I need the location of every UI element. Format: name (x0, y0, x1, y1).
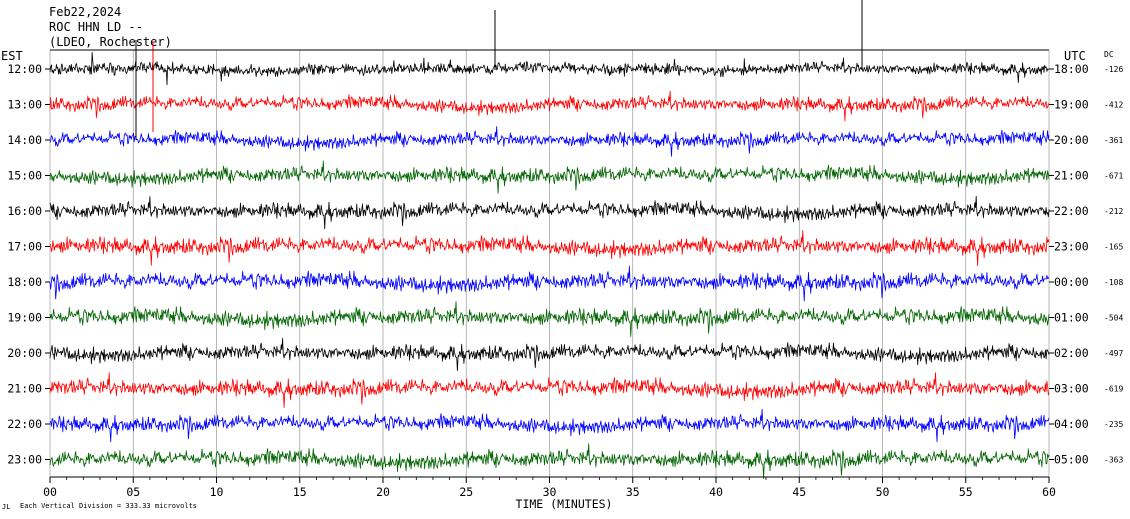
dc-offset-value: -619 (1104, 385, 1123, 394)
record-date: Feb22,2024 (49, 5, 121, 19)
x-tick-label-30: 30 (543, 485, 557, 499)
corner-mark: JL (2, 503, 10, 511)
utc-hour-label: 00:00 (1054, 275, 1089, 289)
est-hour-label: 16:00 (7, 204, 42, 218)
utc-hour-label: 23:00 (1054, 240, 1089, 254)
dc-offset-value: -165 (1104, 243, 1123, 252)
est-hour-label: 17:00 (7, 240, 42, 254)
x-tick-label-00: 00 (43, 485, 57, 499)
x-axis-ticks: 00 05 10 15 20 25 30 35 40 45 50 55 60 (43, 477, 1056, 499)
dc-offset-value: -504 (1104, 314, 1123, 323)
trace-1600 (49, 195, 1050, 230)
utc-hour-label: 01:00 (1054, 311, 1089, 325)
left-timezone-label: EST (1, 49, 23, 63)
dc-offset-value: -671 (1104, 172, 1123, 181)
est-hour-label: 13:00 (7, 98, 42, 112)
dc-offset-value: -108 (1104, 278, 1123, 287)
est-hour-label: 21:00 (7, 382, 42, 396)
utc-hour-labels: 18:00 19:00 20:00 21:00 22:00 23:00 00:00 01:00… (1049, 62, 1089, 467)
utc-hour-label: 18:00 (1054, 62, 1089, 76)
trace-2000 (49, 337, 1050, 372)
x-tick-label-50: 50 (876, 485, 890, 499)
scale-note: Each Vertical Division = 333.33 microvol… (20, 502, 197, 510)
station-code: ROC HHN LD -- (49, 20, 143, 34)
dc-offset-header: DC (1104, 50, 1114, 59)
trace-2300 (49, 443, 1050, 480)
utc-hour-label: 19:00 (1054, 98, 1089, 112)
trace-1800 (49, 265, 1050, 302)
est-hour-labels: 12:00 13:00 14:00 15:00 16:00 17:00 18:00 19:00… (7, 62, 50, 467)
dc-offset-value: -126 (1104, 65, 1123, 74)
utc-hour-label: 21:00 (1054, 169, 1089, 183)
trace-1900 (49, 301, 1050, 338)
utc-hour-label: 05:00 (1054, 453, 1089, 467)
network-name: (LDEO, Rochester) (49, 35, 172, 49)
trace-2200 (49, 408, 1050, 443)
vertical-gridlines (49, 50, 1050, 477)
utc-hour-label: 02:00 (1054, 346, 1089, 360)
trace-1700 (49, 230, 1050, 267)
est-hour-label: 12:00 (7, 62, 42, 76)
x-tick-label-60: 60 (1042, 485, 1056, 499)
seismic-traces (49, 0, 1050, 480)
x-tick-label-15: 15 (293, 485, 307, 499)
est-hour-label: 18:00 (7, 275, 42, 289)
dc-offset-value: -235 (1104, 420, 1123, 429)
utc-hour-label: 03:00 (1054, 382, 1089, 396)
x-tick-label-10: 10 (210, 485, 224, 499)
est-hour-label: 20:00 (7, 346, 42, 360)
x-tick-label-35: 35 (626, 485, 640, 499)
x-tick-label-45: 45 (792, 485, 806, 499)
x-tick-label-20: 20 (376, 485, 390, 499)
x-tick-label-05: 05 (126, 485, 140, 499)
x-tick-label-40: 40 (709, 485, 723, 499)
trace-1400 (49, 126, 1050, 157)
right-timezone-label: UTC (1064, 49, 1086, 63)
est-hour-label: 22:00 (7, 417, 42, 431)
dc-offset-value: -497 (1104, 349, 1123, 358)
dc-offset-value: -212 (1104, 207, 1123, 216)
trace-1200 (49, 51, 1050, 86)
x-tick-label-25: 25 (459, 485, 473, 499)
utc-hour-label: 20:00 (1054, 133, 1089, 147)
x-tick-label-55: 55 (959, 485, 973, 499)
trace-1500 (49, 160, 1050, 194)
est-hour-label: 15:00 (7, 169, 42, 183)
est-hour-label: 19:00 (7, 311, 42, 325)
trace-2100 (49, 372, 1050, 409)
utc-hour-label: 04:00 (1054, 417, 1089, 431)
utc-hour-label: 22:00 (1054, 204, 1089, 218)
dc-offset-value: -361 (1104, 136, 1123, 145)
trace-1300 (49, 90, 1050, 122)
dc-offset-value: -363 (1104, 456, 1123, 465)
dc-offset-value: -412 (1104, 101, 1123, 110)
x-axis-label: TIME (MINUTES) (516, 497, 613, 511)
est-hour-label: 14:00 (7, 133, 42, 147)
est-hour-label: 23:00 (7, 453, 42, 467)
dc-offset-values: -126 -412 -361 -671 -212 -165 -108 -504 -497 -619… (1104, 65, 1123, 465)
